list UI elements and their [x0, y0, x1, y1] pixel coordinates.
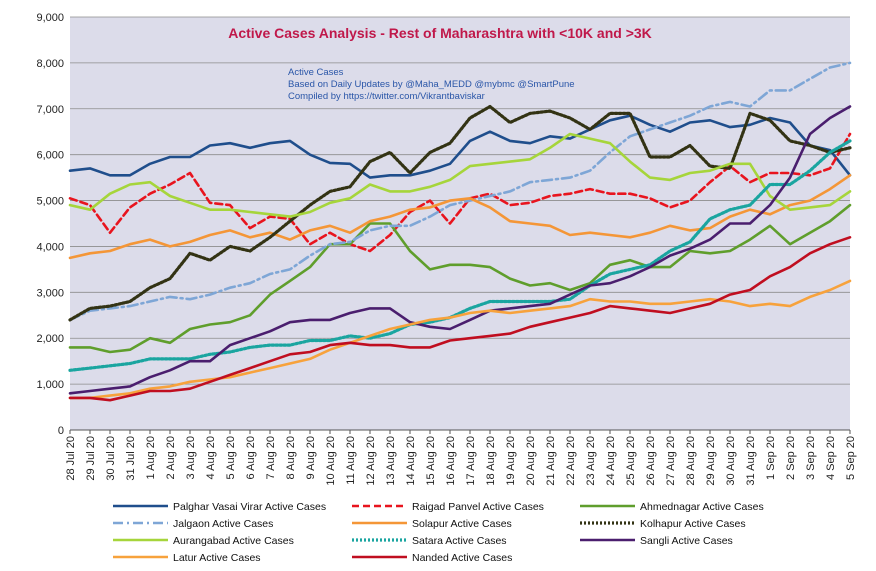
x-tick-label: 3 Aug 20: [185, 436, 197, 479]
legend-label-5: Kolhapur Active Cases: [640, 518, 746, 530]
x-tick-label: 18 Aug 20: [485, 436, 497, 486]
series-line-4: [68, 174, 852, 260]
x-tick-label: 25 Aug 20: [625, 436, 637, 486]
x-tick-label: 2 Aug 20: [165, 436, 177, 479]
x-tick-label: 6 Aug 20: [245, 436, 257, 479]
y-tick-label: 5,000: [36, 196, 64, 208]
x-tick-label: 19 Aug 20: [505, 436, 517, 486]
y-tick-label: 8,000: [36, 58, 64, 70]
series-line-1: [68, 132, 852, 253]
series-lines: [68, 61, 852, 402]
y-tick-label: 1,000: [36, 379, 64, 391]
x-tick-label: 31 Jul 20: [125, 436, 137, 481]
x-tick-label: 10 Aug 20: [325, 436, 337, 486]
x-tick-label: 2 Sep 20: [785, 436, 797, 480]
x-tick-label: 17 Aug 20: [465, 436, 477, 486]
legend-label-9: Latur Active Cases: [173, 552, 261, 564]
annotation-line-1: Active Cases: [288, 67, 344, 78]
x-tick-label: 29 Jul 20: [85, 436, 97, 481]
x-tick-label: 21 Aug 20: [545, 436, 557, 486]
x-tick-label: 22 Aug 20: [565, 436, 577, 486]
x-tick-label: 15 Aug 20: [425, 436, 437, 486]
x-tick-label: 9 Aug 20: [305, 436, 317, 479]
x-tick-label: 4 Aug 20: [205, 436, 217, 479]
x-tick-label: 24 Aug 20: [605, 436, 617, 486]
legend-label-1: Raigad Panvel Active Cases: [412, 501, 544, 513]
series-line-6: [68, 132, 852, 218]
y-axis-ticks: 0 1,000 2,000 3,000 4,000 5,000 6,000 7,000 8,00…: [36, 12, 64, 437]
y-tick-label: 3,000: [36, 287, 64, 299]
series-line-0: [68, 114, 852, 179]
series-line-7: [68, 139, 852, 372]
x-tick-label: 13 Aug 20: [385, 436, 397, 486]
legend-label-0: Palghar Vasai Virar Active Cases: [173, 501, 326, 513]
x-tick-label: 5 Sep 20: [845, 436, 857, 480]
legend: Palghar Vasai Virar Active Cases Raigad P…: [113, 501, 764, 564]
x-tick-label: 23 Aug 20: [585, 436, 597, 486]
x-tick-label: 29 Aug 20: [705, 436, 717, 486]
x-tick-label: 26 Aug 20: [645, 436, 657, 486]
x-tick-label: 11 Aug 20: [345, 436, 357, 485]
y-tick-label: 7,000: [36, 104, 64, 116]
legend-label-10: Nanded Active Cases: [412, 552, 512, 564]
x-tick-label: 7 Aug 20: [265, 436, 277, 479]
legend-label-2: Ahmednagar Active Cases: [640, 501, 764, 513]
x-tick-label: 27 Aug 20: [665, 436, 677, 486]
x-tick-label: 31 Aug 20: [745, 436, 757, 486]
series-line-3: [68, 61, 852, 322]
x-tick-label: 30 Aug 20: [725, 436, 737, 486]
x-tick-label: 5 Aug 20: [225, 436, 237, 479]
series-line-10: [68, 236, 852, 402]
chart-title: Active Cases Analysis - Rest of Maharash…: [228, 25, 652, 41]
y-tick-label: 0: [58, 425, 64, 437]
x-tick-label: 12 Aug 20: [365, 436, 377, 486]
annotation-line-2: Based on Daily Updates by @Maha_MEDD @my…: [288, 79, 575, 90]
y-tick-label: 2,000: [36, 333, 64, 345]
legend-label-4: Solapur Active Cases: [412, 518, 512, 530]
x-axis-ticks: 28 Jul 20 29 Jul 20 30 Jul 20 31 Jul 20 1 Au…: [65, 430, 857, 486]
x-tick-label: 28 Jul 20: [65, 436, 77, 481]
x-tick-label: 8 Aug 20: [285, 436, 297, 479]
y-tick-label: 9,000: [36, 12, 64, 24]
y-tick-label: 6,000: [36, 150, 64, 162]
x-tick-label: 1 Sep 20: [765, 436, 777, 480]
y-tick-label: 4,000: [36, 241, 64, 253]
x-tick-label: 4 Sep 20: [825, 436, 837, 480]
x-tick-label: 14 Aug 20: [405, 436, 417, 486]
gridlines: [70, 16, 850, 431]
annotation-line-3: Compiled by https://twitter.com/Vikrantb…: [288, 91, 485, 102]
x-tick-label: 30 Jul 20: [105, 436, 117, 481]
legend-label-7: Satara Active Cases: [412, 535, 507, 547]
x-tick-label: 16 Aug 20: [445, 436, 457, 486]
x-tick-label: 28 Aug 20: [685, 436, 697, 486]
legend-label-8: Sangli Active Cases: [640, 535, 733, 547]
x-tick-label: 1 Aug 20: [145, 436, 157, 479]
x-tick-label: 20 Aug 20: [525, 436, 537, 486]
legend-label-6: Aurangabad Active Cases: [173, 535, 294, 547]
series-line-8: [68, 105, 852, 395]
x-tick-label: 3 Sep 20: [805, 436, 817, 480]
series-line-2: [68, 203, 852, 354]
legend-label-3: Jalgaon Active Cases: [173, 518, 273, 530]
